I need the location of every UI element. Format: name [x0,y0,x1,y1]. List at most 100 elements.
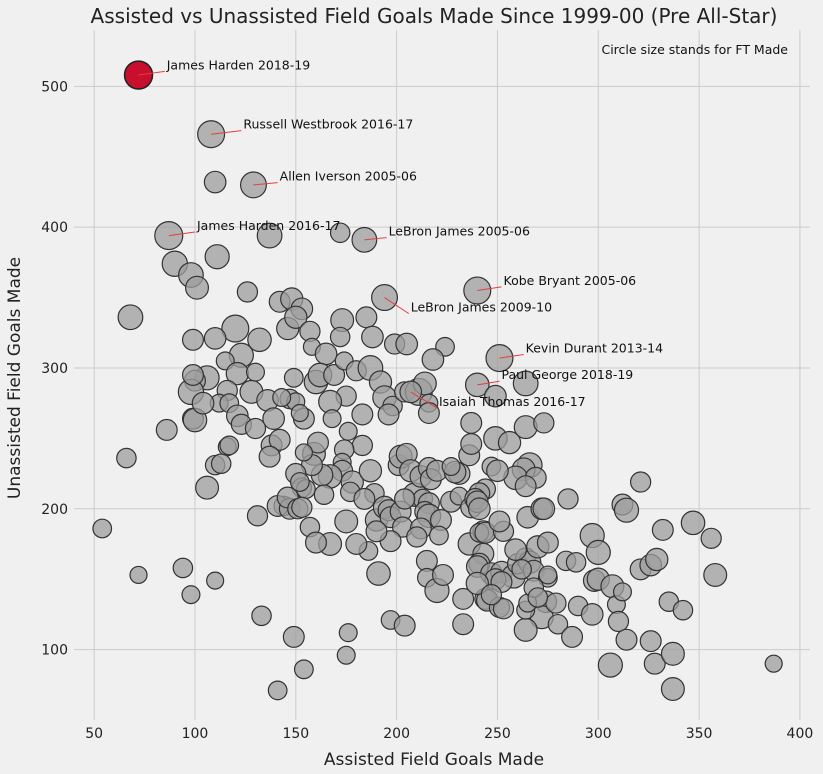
data-point [210,453,232,475]
data-point [484,384,507,408]
data-point [393,614,416,637]
data-point [565,551,587,573]
data-point [184,275,210,300]
data-point [195,475,220,500]
data-point [313,484,335,505]
data-point [351,403,374,426]
data-point [561,625,584,648]
data-point [660,677,685,702]
data-point [406,526,428,548]
data-point [129,565,148,585]
annotation-label: Russell Westbrook 2016-17 [243,117,413,132]
data-point [557,488,579,510]
annotation-label: Kobe Bryant 2005-06 [504,273,637,288]
annotation-label: LeBron James 2009-10 [411,300,552,315]
data-point [338,421,358,441]
data-point [527,587,549,608]
annotation-leader [211,130,242,135]
x-tick-label: 200 [383,726,410,742]
data-point [322,409,342,429]
y-tick-label: 100 [41,643,68,659]
data-point [643,652,666,675]
data-point [585,539,611,566]
data-point [282,625,305,648]
data-point [294,443,313,462]
data-points [92,60,783,702]
data-point [452,587,475,610]
data-point [533,412,555,434]
data-point [191,391,215,415]
data-point [629,471,652,493]
data-point [206,571,225,590]
data-point [467,497,491,521]
data-point [246,505,269,527]
data-point [597,652,623,678]
x-tick-labels: 50 100 150 200 250 300 350 400 [85,726,813,742]
data-point [394,488,416,510]
data-point [336,645,356,665]
data-point [258,445,281,468]
data-point [204,244,230,270]
data-point [513,415,538,440]
data-point [329,222,351,244]
x-tick-label: 250 [484,726,511,742]
annotation-label: James Harden 2018-19 [166,57,310,72]
data-point [203,170,227,194]
data-point [452,613,475,636]
data-point [545,592,567,614]
data-point [429,525,449,546]
data-point [547,613,569,635]
data-point [304,531,327,554]
data-point [351,434,374,457]
data-point [290,403,309,423]
data-point [497,430,522,455]
data-point [511,559,532,580]
data-point [334,509,359,534]
annotation-leader [477,286,502,292]
x-axis-label: Assisted Field Goals Made [324,750,544,770]
data-point [284,305,308,329]
y-tick-label: 500 [41,79,68,95]
annotation-leader [253,182,278,186]
data-point [289,472,310,492]
data-point [314,342,338,366]
data-point [639,630,662,653]
data-point [251,605,272,627]
annotation-label: Paul George 2018-19 [501,367,633,382]
data-point [338,623,358,643]
data-point [488,510,511,533]
data-point [267,680,288,701]
data-point [329,326,351,348]
data-point [345,532,368,555]
annotation-label: Allen Iverson 2005-06 [280,169,417,184]
y-tick-label: 300 [41,361,68,377]
data-point [323,363,346,387]
chart-title: Assisted vs Unassisted Field Goals Made … [91,4,778,28]
data-point [492,598,515,620]
size-legend-note: Circle size stands for FT Made [601,42,788,57]
data-point [672,599,694,621]
data-point [441,457,461,477]
data-point [613,497,640,523]
annotation-leaders [138,70,524,409]
data-point [358,459,383,483]
annotation-leader [384,297,410,315]
annotation-leader [138,70,165,76]
data-point [306,431,329,454]
data-point [116,447,137,469]
data-point [612,582,632,602]
data-point [514,475,537,498]
data-point [361,325,384,349]
data-point [607,610,630,633]
data-point [283,367,304,388]
annotation-leader [477,380,500,386]
x-tick-label: 150 [282,726,309,742]
annotation-label: James Harden 2016-17 [196,218,340,233]
data-point [431,563,455,586]
data-point [504,538,527,561]
annotation-label: Kevin Durant 2013-14 [526,340,663,355]
data-point [353,487,376,510]
x-tick-label: 100 [182,726,209,742]
data-point [256,222,283,249]
